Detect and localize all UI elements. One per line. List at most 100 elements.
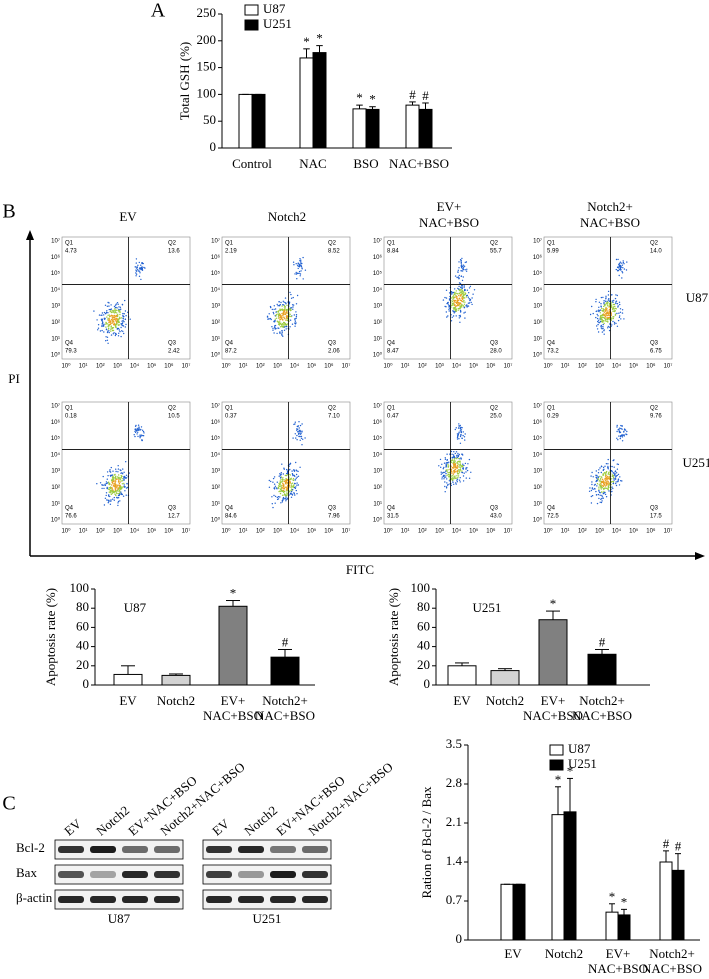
event-dot <box>623 434 625 436</box>
event-dot <box>286 318 288 320</box>
event-dot <box>282 473 284 475</box>
event-dot <box>446 474 448 477</box>
event-dot <box>613 323 616 325</box>
x-tick-label: 10¹ <box>79 364 88 370</box>
event-dot <box>117 502 119 504</box>
event-dot <box>292 308 294 310</box>
event-dot <box>289 482 291 485</box>
y-tick-label: 10³ <box>211 304 220 310</box>
x-tick-label: 10² <box>256 529 265 535</box>
quadrant-value: 2.06 <box>328 349 340 355</box>
event-dot <box>111 491 113 493</box>
event-dot <box>113 319 115 321</box>
event-dot <box>451 292 453 294</box>
event-dot <box>461 427 463 429</box>
quadrant-value: 7.10 <box>328 414 340 420</box>
y-tick-label: 10⁴ <box>373 451 383 458</box>
event-dot <box>459 299 461 301</box>
blot-band <box>238 846 264 853</box>
event-dot <box>461 287 463 290</box>
event-dot <box>608 306 610 308</box>
event-dot <box>607 473 609 475</box>
event-dot <box>447 465 450 467</box>
event-dot <box>290 308 292 310</box>
event-dot <box>452 454 455 456</box>
event-dot <box>463 472 465 474</box>
event-dot <box>463 289 466 292</box>
event-dot <box>143 266 145 269</box>
event-dot <box>105 494 107 497</box>
event-dot <box>272 327 274 330</box>
event-dot <box>279 492 282 495</box>
event-dot <box>283 488 286 490</box>
x-tick-label: 10⁶ <box>646 528 656 535</box>
y-tick-label: 10⁶ <box>211 254 221 261</box>
event-dot <box>135 430 138 432</box>
event-dot <box>124 318 127 320</box>
bar <box>447 665 477 686</box>
y-tick-label: 10⁰ <box>51 517 61 524</box>
event-dot <box>296 476 298 478</box>
x-tick-label: EV <box>504 946 522 961</box>
x-tick-label: Control <box>232 156 272 171</box>
event-dot <box>100 314 102 316</box>
flow-plot-frame <box>383 236 513 360</box>
quadrant-value: 28.0 <box>490 349 502 355</box>
event-dot <box>612 480 614 483</box>
event-dot <box>612 487 614 490</box>
event-dot <box>608 313 610 315</box>
event-dot <box>447 469 449 471</box>
event-dot <box>616 325 619 327</box>
event-dot <box>596 502 599 505</box>
event-dot <box>279 331 281 333</box>
event-dot <box>613 466 615 468</box>
event-dot <box>606 482 609 484</box>
event-dot <box>441 478 443 480</box>
y-tick-label: 60 <box>417 618 430 633</box>
event-dot <box>290 293 292 296</box>
event-dot <box>598 497 600 500</box>
x-tick-label: 10⁶ <box>164 528 174 535</box>
event-dot <box>619 476 621 478</box>
event-dot <box>595 310 597 313</box>
event-dot <box>285 328 287 330</box>
event-dot <box>286 494 288 497</box>
event-dot <box>465 270 468 272</box>
quadrant-name: Q3 <box>650 506 659 512</box>
event-dot <box>109 503 112 505</box>
event-dot <box>456 276 458 279</box>
event-dot <box>621 312 624 314</box>
event-dot <box>626 433 628 436</box>
event-dot <box>605 297 607 299</box>
event-dot <box>610 294 613 296</box>
event-dot <box>294 494 296 496</box>
event-dot <box>602 474 604 476</box>
event-dot <box>290 297 293 299</box>
event-dot <box>141 262 143 264</box>
event-dot <box>115 325 117 327</box>
event-dot <box>116 302 119 304</box>
event-dot <box>295 489 297 492</box>
event-dot <box>456 305 458 307</box>
event-dot <box>624 429 627 431</box>
quadrant-value: 87.2 <box>225 349 237 355</box>
event-dot <box>107 495 110 497</box>
event-dot <box>294 325 296 327</box>
blot-strip <box>202 864 332 885</box>
event-dot <box>448 298 451 300</box>
event-dot <box>289 462 292 464</box>
event-dot <box>460 286 462 289</box>
y-tick-label: 100 <box>411 580 431 595</box>
event-dot <box>590 489 593 492</box>
event-dot <box>615 481 617 483</box>
event-dot <box>603 314 606 317</box>
event-dot <box>600 477 602 480</box>
x-tick-label: EV+ <box>606 946 631 961</box>
event-dot <box>456 475 458 477</box>
event-dot <box>447 301 449 304</box>
event-dot <box>596 325 598 327</box>
event-dot <box>138 426 140 428</box>
event-dot <box>448 473 450 476</box>
event-dot <box>275 314 277 316</box>
quadrant-value: 55.7 <box>490 249 502 255</box>
